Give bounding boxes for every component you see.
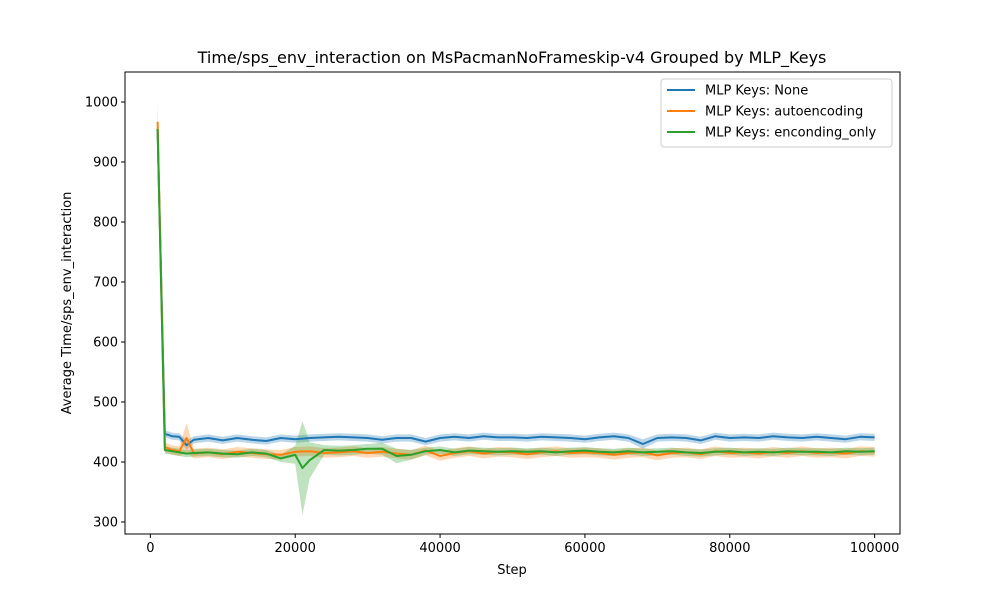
x-tick-label: 100000 [850,541,900,556]
legend: MLP Keys: None MLP Keys: autoencoding MLP … [660,78,893,148]
x-tick-label: 60000 [564,541,605,556]
legend-box [660,78,893,148]
y-axis-ticks: 300 400 500 600 700 800 900 1000 [85,96,125,531]
line-series-3 [156,128,875,469]
legend-label: MLP Keys: enconding_only [705,126,877,141]
y-tick-label: 800 [93,216,118,231]
x-axis-ticks: 0 20000 40000 60000 80000 100000 [146,534,899,556]
plot-area-frame [124,71,901,535]
y-tick-label: 1000 [85,96,118,111]
y-tick-label: 300 [93,516,118,531]
legend-label: MLP Keys: None [705,84,808,99]
y-axis-title: Average Time/sps_env_interaction [60,192,75,415]
y-tick-label: 400 [93,456,118,471]
x-tick-label: 0 [146,541,154,556]
y-tick-label: 600 [93,336,118,351]
chart-title: Time/sps_env_interaction on MsPacmanNoFr… [197,48,827,68]
x-axis-title: Step [497,563,527,578]
line-series-1 [156,128,875,447]
x-tick-label: 40000 [419,541,460,556]
x-tick-label: 80000 [709,541,750,556]
y-tick-label: 900 [93,156,118,171]
legend-label: MLP Keys: autoencoding [705,105,863,120]
series-lines [156,121,875,469]
y-tick-label: 500 [93,396,118,411]
y-tick-label: 700 [93,276,118,291]
x-tick-label: 20000 [275,541,316,556]
